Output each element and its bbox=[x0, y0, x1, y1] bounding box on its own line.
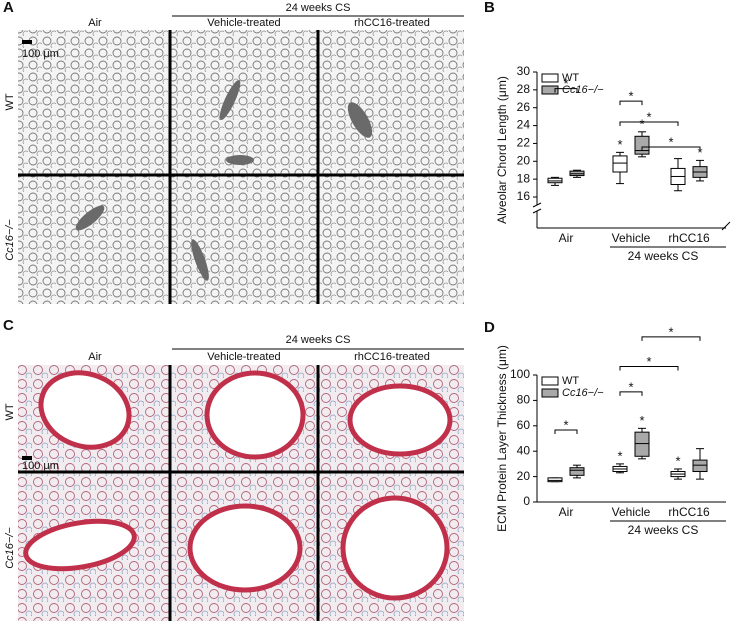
significance: * bbox=[617, 137, 622, 152]
significance: * bbox=[639, 413, 644, 428]
significance: * bbox=[563, 76, 568, 91]
significance: * bbox=[697, 145, 702, 160]
scale-label: 100 μm bbox=[22, 460, 59, 472]
significance: * bbox=[668, 134, 673, 149]
group-label: 24 weeks CS bbox=[628, 523, 699, 537]
group-label: 24 weeks CS bbox=[628, 249, 699, 263]
bracket bbox=[554, 429, 578, 435]
column-label: Air bbox=[88, 351, 102, 363]
legend-label: Cc16−/− bbox=[562, 84, 604, 96]
scale-bar bbox=[22, 40, 32, 44]
bracket bbox=[641, 146, 701, 151]
legend-swatch bbox=[541, 73, 559, 83]
box bbox=[634, 431, 650, 457]
box bbox=[612, 155, 628, 173]
significance: * bbox=[628, 89, 633, 104]
x-tick-label: rhCC16 bbox=[668, 231, 710, 245]
bracket bbox=[619, 366, 679, 371]
row-label: WT bbox=[4, 93, 16, 110]
y-tick-label: 16 bbox=[517, 189, 531, 203]
y-axis-title: ECM Protein Layer Thickness (μm) bbox=[495, 345, 509, 532]
panel-a: A 24 weeks CS Air Vehicle-treated rhCC16… bbox=[3, 0, 464, 304]
group-label: 24 weeks CS bbox=[286, 2, 351, 14]
significance: * bbox=[668, 324, 673, 339]
legend-label: Cc16−/− bbox=[562, 387, 604, 399]
axis-break bbox=[721, 221, 731, 231]
significance: * bbox=[675, 453, 680, 468]
x-tick-label: Air bbox=[559, 505, 574, 519]
box bbox=[547, 477, 563, 483]
micrograph bbox=[18, 30, 464, 304]
significance: * bbox=[628, 379, 633, 394]
vessels bbox=[75, 79, 373, 281]
bracket bbox=[554, 88, 578, 93]
column-label: rhCC16-treated bbox=[354, 17, 430, 29]
y-tick-label: 28 bbox=[517, 82, 531, 96]
significance: * bbox=[639, 116, 644, 131]
scale-label: 100 μm bbox=[22, 48, 59, 60]
bracket bbox=[619, 100, 643, 106]
y-tick-label: 24 bbox=[517, 118, 531, 132]
axis-break bbox=[532, 202, 542, 208]
x-tick-label: Vehicle bbox=[612, 231, 651, 245]
bracket bbox=[641, 336, 701, 341]
panel-label: D bbox=[484, 319, 495, 336]
y-tick-label: 18 bbox=[517, 171, 531, 185]
panel-label: C bbox=[3, 317, 14, 334]
y-tick-label: 0 bbox=[523, 494, 530, 508]
legend-swatch bbox=[541, 388, 559, 398]
box bbox=[634, 135, 650, 155]
panel-c: C 24 weeks CS Air Vehicle-treated rhCC16… bbox=[3, 317, 464, 621]
x-tick-label: Air bbox=[559, 231, 574, 245]
legend-swatch bbox=[541, 376, 559, 386]
significance: * bbox=[646, 109, 651, 124]
y-axis-title: Alveolar Chord Length (μm) bbox=[495, 76, 509, 224]
legend-label: WT bbox=[562, 375, 579, 387]
box bbox=[569, 467, 585, 476]
significance: * bbox=[646, 354, 651, 369]
y-tick-label: 100 bbox=[510, 367, 530, 381]
row-label: Cc16−/− bbox=[4, 527, 16, 569]
y-tick-label: 30 bbox=[517, 64, 531, 78]
legend-swatch bbox=[541, 85, 559, 95]
x-tick-label: Vehicle bbox=[612, 505, 651, 519]
significance: * bbox=[617, 448, 622, 463]
airways bbox=[23, 370, 453, 601]
x-tick-label: rhCC16 bbox=[668, 505, 710, 519]
column-label: Vehicle-treated bbox=[207, 351, 280, 363]
y-tick-label: 20 bbox=[517, 153, 531, 167]
column-label: rhCC16-treated bbox=[354, 351, 430, 363]
column-label: Air bbox=[88, 17, 102, 29]
bracket bbox=[619, 121, 679, 126]
panel-label: B bbox=[484, 0, 495, 16]
y-tick-label: 22 bbox=[517, 136, 531, 150]
column-label: Vehicle-treated bbox=[207, 17, 280, 29]
significance: * bbox=[563, 417, 568, 432]
y-tick-label: 80 bbox=[517, 393, 531, 407]
panel-label: A bbox=[3, 0, 14, 16]
bracket bbox=[619, 391, 643, 396]
row-label: Cc16−/− bbox=[4, 219, 16, 261]
y-tick-label: 40 bbox=[517, 443, 531, 457]
legend-label: WT bbox=[562, 72, 579, 84]
y-tick-label: 60 bbox=[517, 418, 531, 432]
y-tick-label: 26 bbox=[517, 100, 531, 114]
scale-bar bbox=[22, 456, 32, 460]
group-label: 24 weeks CS bbox=[286, 334, 351, 346]
axis-break bbox=[532, 208, 542, 214]
box bbox=[692, 459, 708, 473]
row-label: WT bbox=[4, 403, 16, 420]
y-tick-label: 20 bbox=[517, 469, 531, 483]
